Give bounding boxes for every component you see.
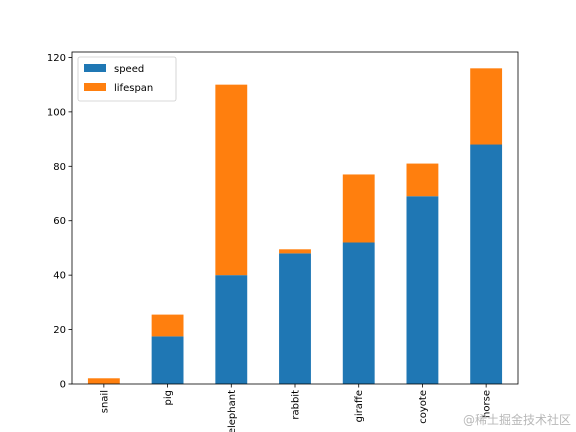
legend: speed lifespan <box>77 56 177 102</box>
y-tick-label: 0 <box>60 380 66 391</box>
bar-speed-coyote <box>406 196 439 384</box>
bar-lifespan-horse <box>470 68 503 145</box>
bar-lifespan-rabbit <box>279 249 311 254</box>
bars-layer <box>87 68 503 384</box>
x-tick-label: giraffe <box>354 390 365 422</box>
x-tick-label: horse <box>482 390 493 418</box>
x-tick-label: coyote <box>418 390 429 424</box>
axes-layer: 0 20 40 60 80 100 120 snail pig elephant rabbit gir… <box>47 51 519 432</box>
bar-speed-horse <box>470 144 503 384</box>
legend-swatch-lifespan <box>84 83 106 91</box>
bar-lifespan-snail <box>87 378 120 384</box>
legend-label-speed: speed <box>114 64 144 75</box>
bar-speed-rabbit <box>279 253 311 384</box>
x-tick-label: snail <box>99 390 110 413</box>
bar-lifespan-elephant <box>215 84 248 276</box>
bar-lifespan-giraffe <box>342 174 375 243</box>
legend-label-lifespan: lifespan <box>114 83 153 94</box>
bar-speed-giraffe <box>342 242 375 384</box>
y-tick-label: 100 <box>47 107 66 118</box>
bar-lifespan-coyote <box>406 163 439 197</box>
y-tick-label: 20 <box>53 325 66 336</box>
legend-swatch-speed <box>84 64 106 72</box>
bar-speed-elephant <box>215 275 248 384</box>
bar-lifespan-pig <box>151 314 184 337</box>
y-tick-label: 80 <box>53 162 66 173</box>
y-tick-label: 60 <box>53 216 66 227</box>
x-tick-label: elephant <box>227 390 238 432</box>
x-tick-label: rabbit <box>291 390 302 420</box>
y-tick-label: 120 <box>47 53 66 64</box>
watermark-text: @稀土掘金技术社区 <box>463 412 571 427</box>
x-tick-label: pig <box>163 390 174 405</box>
bar-speed-pig <box>151 336 184 384</box>
y-tick-label: 40 <box>53 271 66 282</box>
